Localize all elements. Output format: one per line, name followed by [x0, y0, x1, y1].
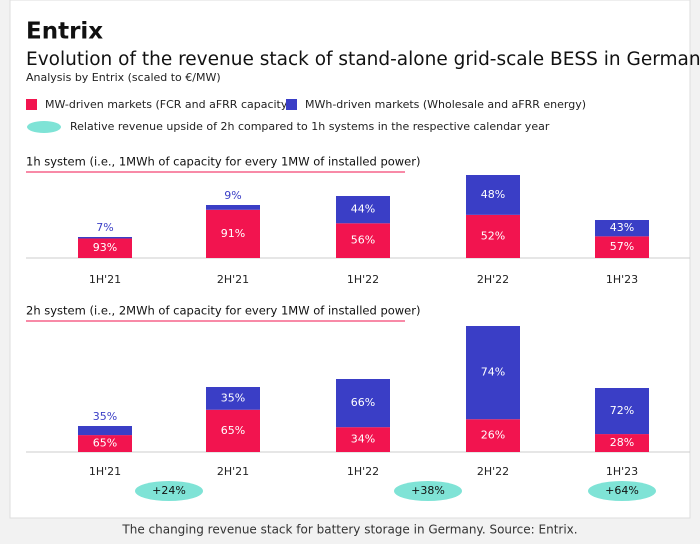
- value-label: 43%: [610, 221, 634, 234]
- value-label: 44%: [351, 203, 375, 216]
- value-label: 34%: [351, 433, 375, 446]
- x-tick-label: 2H'22: [477, 273, 509, 286]
- value-label: 72%: [610, 404, 634, 417]
- bar-segment: [206, 209, 260, 258]
- bar-segment: [336, 223, 390, 258]
- legend-label: MW-driven markets (FCR and aFRR capacity…: [45, 98, 292, 111]
- bar-segment: [336, 427, 390, 452]
- x-tick-label: 1H'21: [89, 273, 121, 286]
- upside-label: +38%: [411, 484, 445, 497]
- value-label: 74%: [481, 366, 505, 379]
- upside-badge: [135, 481, 203, 501]
- legend-label: MWh-driven markets (Wholesale and aFRR e…: [305, 98, 586, 111]
- value-label: 26%: [481, 429, 505, 442]
- bar-segment: [466, 326, 520, 420]
- x-tick-label: 1H'22: [347, 273, 379, 286]
- bar-segment: [595, 434, 649, 452]
- value-label: 65%: [221, 424, 245, 437]
- upside-label: +24%: [152, 484, 186, 497]
- x-tick-label: 1H'22: [347, 465, 379, 478]
- upside-legend-label: Relative revenue upside of 2h compared t…: [70, 120, 550, 133]
- bar-segment: [466, 419, 520, 452]
- upside-badge: [394, 481, 462, 501]
- x-tick-label: 2H'21: [217, 465, 249, 478]
- value-label: 48%: [481, 188, 505, 201]
- subtitle: Analysis by Entrix (scaled to €/MW): [26, 71, 221, 84]
- bar-segment: [466, 175, 520, 215]
- value-label: 7%: [96, 221, 113, 234]
- bar-segment: [206, 205, 260, 210]
- bar-segment: [336, 196, 390, 224]
- value-label: 56%: [351, 234, 375, 247]
- upside-label: +64%: [605, 484, 639, 497]
- brand: Entrix: [26, 19, 103, 45]
- bar-segment: [595, 236, 649, 258]
- value-label: 35%: [93, 410, 117, 423]
- bar-segment: [336, 379, 390, 428]
- legend-swatch: [26, 99, 37, 110]
- value-label: 93%: [93, 241, 117, 254]
- section-title: 1h system (i.e., 1MWh of capacity for ev…: [26, 155, 420, 169]
- value-label: 9%: [224, 189, 241, 202]
- bar-segment: [206, 387, 260, 410]
- value-label: 65%: [93, 437, 117, 450]
- x-tick-label: 2H'22: [477, 465, 509, 478]
- upside-legend-swatch: [27, 121, 61, 133]
- x-tick-label: 2H'21: [217, 273, 249, 286]
- title: Evolution of the revenue stack of stand-…: [26, 49, 700, 70]
- bar-segment: [206, 409, 260, 452]
- bar-segment: [595, 220, 649, 237]
- x-tick-label: 1H'23: [606, 465, 638, 478]
- x-tick-label: 1H'23: [606, 273, 638, 286]
- upside-badge: [588, 481, 656, 501]
- caption: The changing revenue stack for battery s…: [121, 523, 577, 537]
- value-label: 35%: [221, 391, 245, 404]
- legend-swatch: [286, 99, 297, 110]
- bar-segment: [78, 426, 132, 436]
- bar-segment: [78, 435, 132, 452]
- bar-segment: [595, 388, 649, 435]
- bar-segment: [466, 214, 520, 258]
- value-label: 66%: [351, 396, 375, 409]
- x-tick-label: 1H'21: [89, 465, 121, 478]
- bar-segment: [78, 238, 132, 258]
- section-title: 2h system (i.e., 2MWh of capacity for ev…: [26, 304, 420, 318]
- value-label: 91%: [221, 227, 245, 240]
- bar-segment: [78, 237, 132, 239]
- value-label: 28%: [610, 436, 634, 449]
- value-label: 52%: [481, 229, 505, 242]
- value-label: 57%: [610, 240, 634, 253]
